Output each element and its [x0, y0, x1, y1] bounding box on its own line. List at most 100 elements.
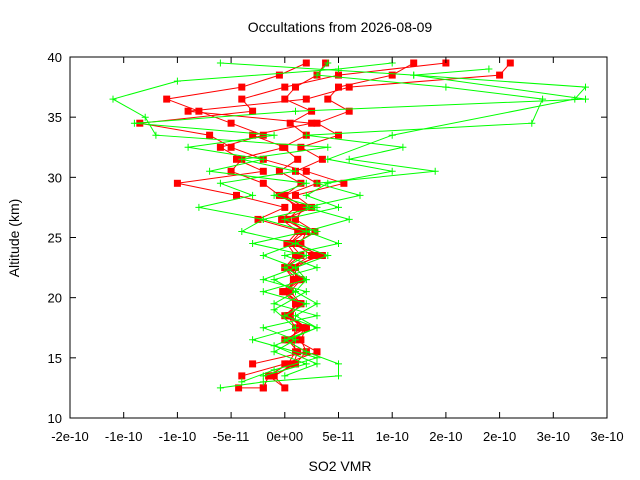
series-6-point-9 [259, 252, 267, 259]
series-6-point-22 [173, 77, 181, 85]
series-3-point-23 [238, 95, 246, 103]
series-6-point-1 [270, 366, 278, 374]
series-8-point-2 [270, 342, 278, 350]
series-0-point-22 [294, 155, 302, 163]
series-6 [109, 59, 396, 386]
series-4-point-14 [233, 191, 240, 199]
series-3-point-16 [340, 179, 348, 187]
series-5-point-15 [281, 215, 289, 223]
series-5-point-8 [313, 300, 321, 308]
series-7-point-7 [292, 288, 299, 296]
series-4-point-19 [249, 131, 257, 139]
series-8-point-11 [302, 228, 310, 235]
chart-title: Occultations from 2026-08-09 [248, 19, 433, 35]
series-8-point-7 [302, 276, 310, 284]
series-3-point-11 [297, 240, 305, 247]
series-0-point-21 [275, 167, 283, 175]
x-tick-label: -5e-11 [213, 429, 250, 444]
axes: -2e-10 -1e-10 -1e-10 -5e-11 0e+00 5e-11 1e-10 2… [48, 50, 624, 444]
series-7-point-23 [442, 83, 450, 91]
series-8-point-8 [281, 264, 289, 272]
series-0-point-18 [292, 203, 299, 211]
series-7-point-2 [270, 348, 278, 356]
series-6-point-21 [109, 95, 117, 103]
x-axis-label: SO2 VMR [308, 458, 371, 474]
series-5-point-12 [324, 252, 332, 259]
series-4 [173, 59, 514, 368]
series-6-point-13 [195, 203, 203, 211]
series-3-point-25 [335, 71, 342, 79]
y-axis-label: Altitude (km) [6, 199, 22, 278]
series-2-point-20 [335, 131, 342, 139]
series-2-point-24 [335, 83, 342, 91]
series-4-point-12 [254, 215, 262, 223]
series-4-point-15 [173, 179, 181, 187]
series-4-point-25 [506, 59, 514, 67]
series-7-point-9 [313, 264, 321, 272]
series-8-point-9 [302, 252, 310, 259]
series-0-point-14 [292, 252, 299, 259]
series-5-point-19 [388, 167, 396, 175]
series-4-point-6 [281, 288, 289, 296]
series-3-point-20 [206, 131, 214, 139]
series-4-point-17 [233, 155, 240, 163]
y-tick-label: 10 [48, 411, 62, 426]
series-8-point-23 [410, 71, 418, 79]
series-5-point-7 [292, 312, 299, 320]
series-8-point-16 [206, 167, 214, 175]
series-4-point-9 [318, 252, 326, 259]
series-7-point-0 [259, 372, 267, 380]
series-2-point-3 [297, 336, 305, 344]
series-4-point-0 [249, 360, 257, 368]
series-6-point-4 [292, 324, 299, 332]
series-1-point-0 [259, 384, 267, 392]
series-0-point-27 [281, 95, 289, 103]
series-8-point-22 [582, 95, 589, 103]
series-1-point-11 [297, 252, 305, 259]
series-3-point-24 [281, 83, 289, 91]
series-7-point-3 [292, 336, 299, 344]
series-1-point-21 [259, 131, 267, 139]
series-8-point-10 [249, 240, 257, 247]
series-7-point-13 [345, 215, 353, 223]
series-5-point-3 [335, 360, 342, 368]
series-5-point-4 [302, 348, 310, 356]
series-1-point-18 [227, 167, 235, 175]
series-4-point-13 [281, 203, 289, 211]
series-1-point-17 [259, 179, 267, 187]
series-7-point-18 [345, 155, 353, 163]
series-5-point-2 [335, 372, 342, 380]
series-4-point-10 [286, 240, 294, 247]
series-4-point-3 [302, 324, 310, 332]
series-5-point-16 [335, 203, 342, 211]
series-0-point-0 [235, 384, 243, 392]
series-8-point-18 [184, 143, 192, 151]
series-7-point-25 [324, 59, 332, 67]
series-5-point-23 [582, 83, 589, 91]
series-8-point-3 [313, 324, 321, 332]
series-4-point-22 [302, 95, 310, 103]
series-7-point-20 [302, 131, 310, 139]
series-8-point-21 [292, 107, 299, 115]
series-6-point-8 [292, 264, 299, 272]
series-6-point-3 [249, 336, 257, 344]
series-7-point-24 [313, 71, 321, 79]
series-0-point-20 [297, 179, 305, 187]
series-6-point-10 [292, 240, 299, 247]
series-4-point-5 [294, 300, 302, 308]
series-6-point-19 [152, 131, 160, 139]
series-7-point-22 [539, 95, 547, 103]
x-tick-label: 3e-10 [537, 429, 570, 444]
series-4-point-23 [345, 83, 353, 91]
series-8-point-17 [259, 155, 267, 163]
series-3-point-22 [249, 107, 257, 115]
series-6-point-11 [238, 228, 246, 235]
series-2-point-13 [292, 215, 299, 223]
series-8-point-12 [259, 215, 267, 223]
series-6-point-7 [259, 276, 267, 284]
series-8-point-0 [281, 372, 289, 380]
series-4-point-24 [496, 71, 504, 79]
series-2-point-25 [388, 71, 396, 79]
series-6-point-18 [324, 143, 332, 151]
